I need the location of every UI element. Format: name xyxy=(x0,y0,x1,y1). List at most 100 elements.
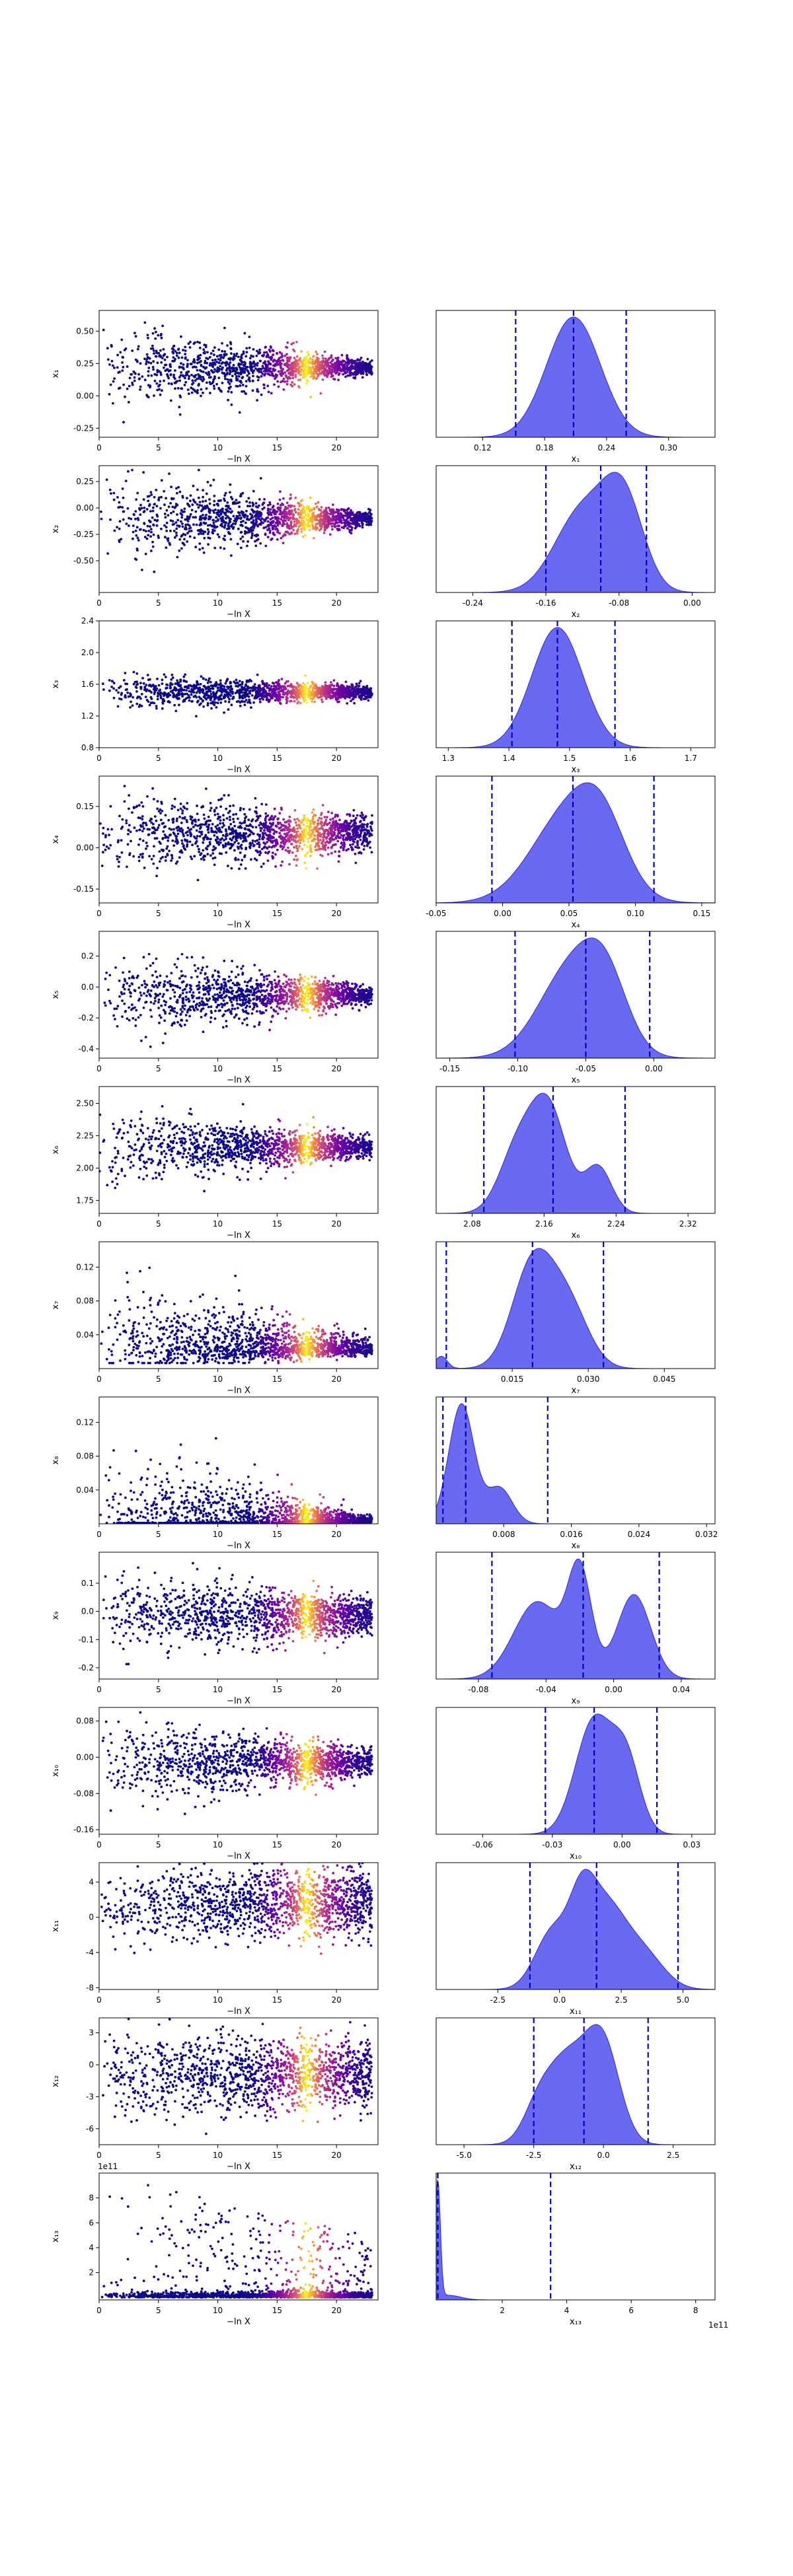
scatter-point xyxy=(204,345,208,349)
scatter-point xyxy=(270,346,272,349)
scatter-point xyxy=(138,377,141,380)
scatter-point xyxy=(291,381,294,384)
scatter-point xyxy=(206,532,209,536)
scatter-point xyxy=(199,353,202,357)
scatter-point xyxy=(106,347,109,350)
scatter-point xyxy=(252,348,255,351)
scatter-point xyxy=(137,345,140,348)
scatter-point xyxy=(173,703,176,707)
scatter-point xyxy=(167,375,169,378)
scatter-point xyxy=(342,517,345,520)
scatter-point xyxy=(187,686,190,690)
scatter-point xyxy=(194,501,197,504)
scatter-point xyxy=(121,818,124,821)
scatter-point xyxy=(309,685,313,688)
scatter-point xyxy=(243,812,246,816)
scatter-point xyxy=(223,824,225,827)
scatter-point xyxy=(200,378,203,381)
histogram-panel-2-xtick-label: 0.00 xyxy=(683,598,701,608)
scatter-point xyxy=(181,525,184,528)
scatter-point xyxy=(225,830,227,833)
scatter-point xyxy=(169,543,172,546)
scatter-point xyxy=(299,378,302,381)
scatter-point xyxy=(206,351,209,354)
scatter-point xyxy=(188,699,191,702)
scatter-point xyxy=(128,824,131,827)
scatter-point xyxy=(147,336,149,340)
scatter-point xyxy=(207,837,209,840)
scatter-point xyxy=(216,817,219,820)
scatter-point xyxy=(147,499,150,503)
scatter-point xyxy=(204,507,207,510)
scatter-point xyxy=(166,853,169,857)
scatter-point xyxy=(202,849,205,852)
scatter-point xyxy=(197,373,200,376)
scatter-point xyxy=(198,357,201,360)
scatter-point xyxy=(284,519,287,522)
scatter-point xyxy=(219,512,223,515)
scatter-point xyxy=(194,379,197,382)
scatter-point xyxy=(136,536,139,540)
scatter-point xyxy=(209,515,212,519)
scatter-point xyxy=(169,502,172,505)
scatter-point xyxy=(188,524,191,527)
scatter-point xyxy=(137,855,141,859)
scatter-panel-3-xlabel: −ln X xyxy=(227,765,250,775)
scatter-point xyxy=(258,824,261,827)
scatter-point xyxy=(245,815,248,818)
scatter-point xyxy=(204,522,208,524)
scatter-point xyxy=(244,828,247,831)
scatter-point xyxy=(256,833,259,836)
scatter-point xyxy=(116,526,119,528)
scatter-point xyxy=(254,806,258,809)
scatter-point xyxy=(116,705,120,708)
scatter-point xyxy=(183,507,186,511)
scatter-point xyxy=(208,502,211,505)
scatter-point xyxy=(184,526,187,529)
scatter-point xyxy=(176,679,179,682)
scatter-point xyxy=(148,828,151,831)
scatter-point xyxy=(196,878,200,882)
scatter-point xyxy=(153,815,157,818)
scatter-point xyxy=(208,823,211,826)
scatter-point xyxy=(228,698,231,701)
scatter-point xyxy=(213,346,216,349)
scatter-point xyxy=(217,361,221,364)
scatter-point xyxy=(190,509,194,512)
scatter-point xyxy=(311,523,314,526)
scatter-point xyxy=(126,691,130,694)
scatter-point xyxy=(285,382,289,386)
scatter-point xyxy=(250,514,254,517)
scatter-point xyxy=(192,516,195,519)
scatter-point xyxy=(219,546,222,550)
scatter-point xyxy=(124,694,127,697)
scatter-point xyxy=(172,497,175,500)
scatter-point xyxy=(178,413,182,416)
scatter-point xyxy=(231,688,234,691)
scatter-point xyxy=(336,518,339,521)
scatter-point xyxy=(262,506,266,509)
scatter-point xyxy=(303,698,307,701)
scatter-point xyxy=(161,810,164,812)
scatter-point xyxy=(155,489,158,491)
scatter-point xyxy=(155,524,159,527)
scatter-point xyxy=(253,683,256,686)
scatter-point xyxy=(251,365,254,369)
scatter-point xyxy=(160,361,163,364)
scatter-point xyxy=(272,684,276,688)
scatter-point xyxy=(253,857,256,860)
scatter-point xyxy=(291,376,295,380)
scatter-point xyxy=(118,540,121,544)
scatter-point xyxy=(180,688,184,692)
scatter-point xyxy=(303,684,307,686)
scatter-point xyxy=(167,839,170,842)
scatter-point xyxy=(275,686,278,689)
scatter-point xyxy=(294,373,297,376)
scatter-point xyxy=(227,390,230,393)
scatter-point xyxy=(348,528,351,532)
scatter-point xyxy=(156,807,159,810)
scatter-point xyxy=(243,832,245,835)
scatter-point xyxy=(233,824,237,828)
scatter-point xyxy=(334,525,337,528)
scatter-point xyxy=(105,845,108,848)
